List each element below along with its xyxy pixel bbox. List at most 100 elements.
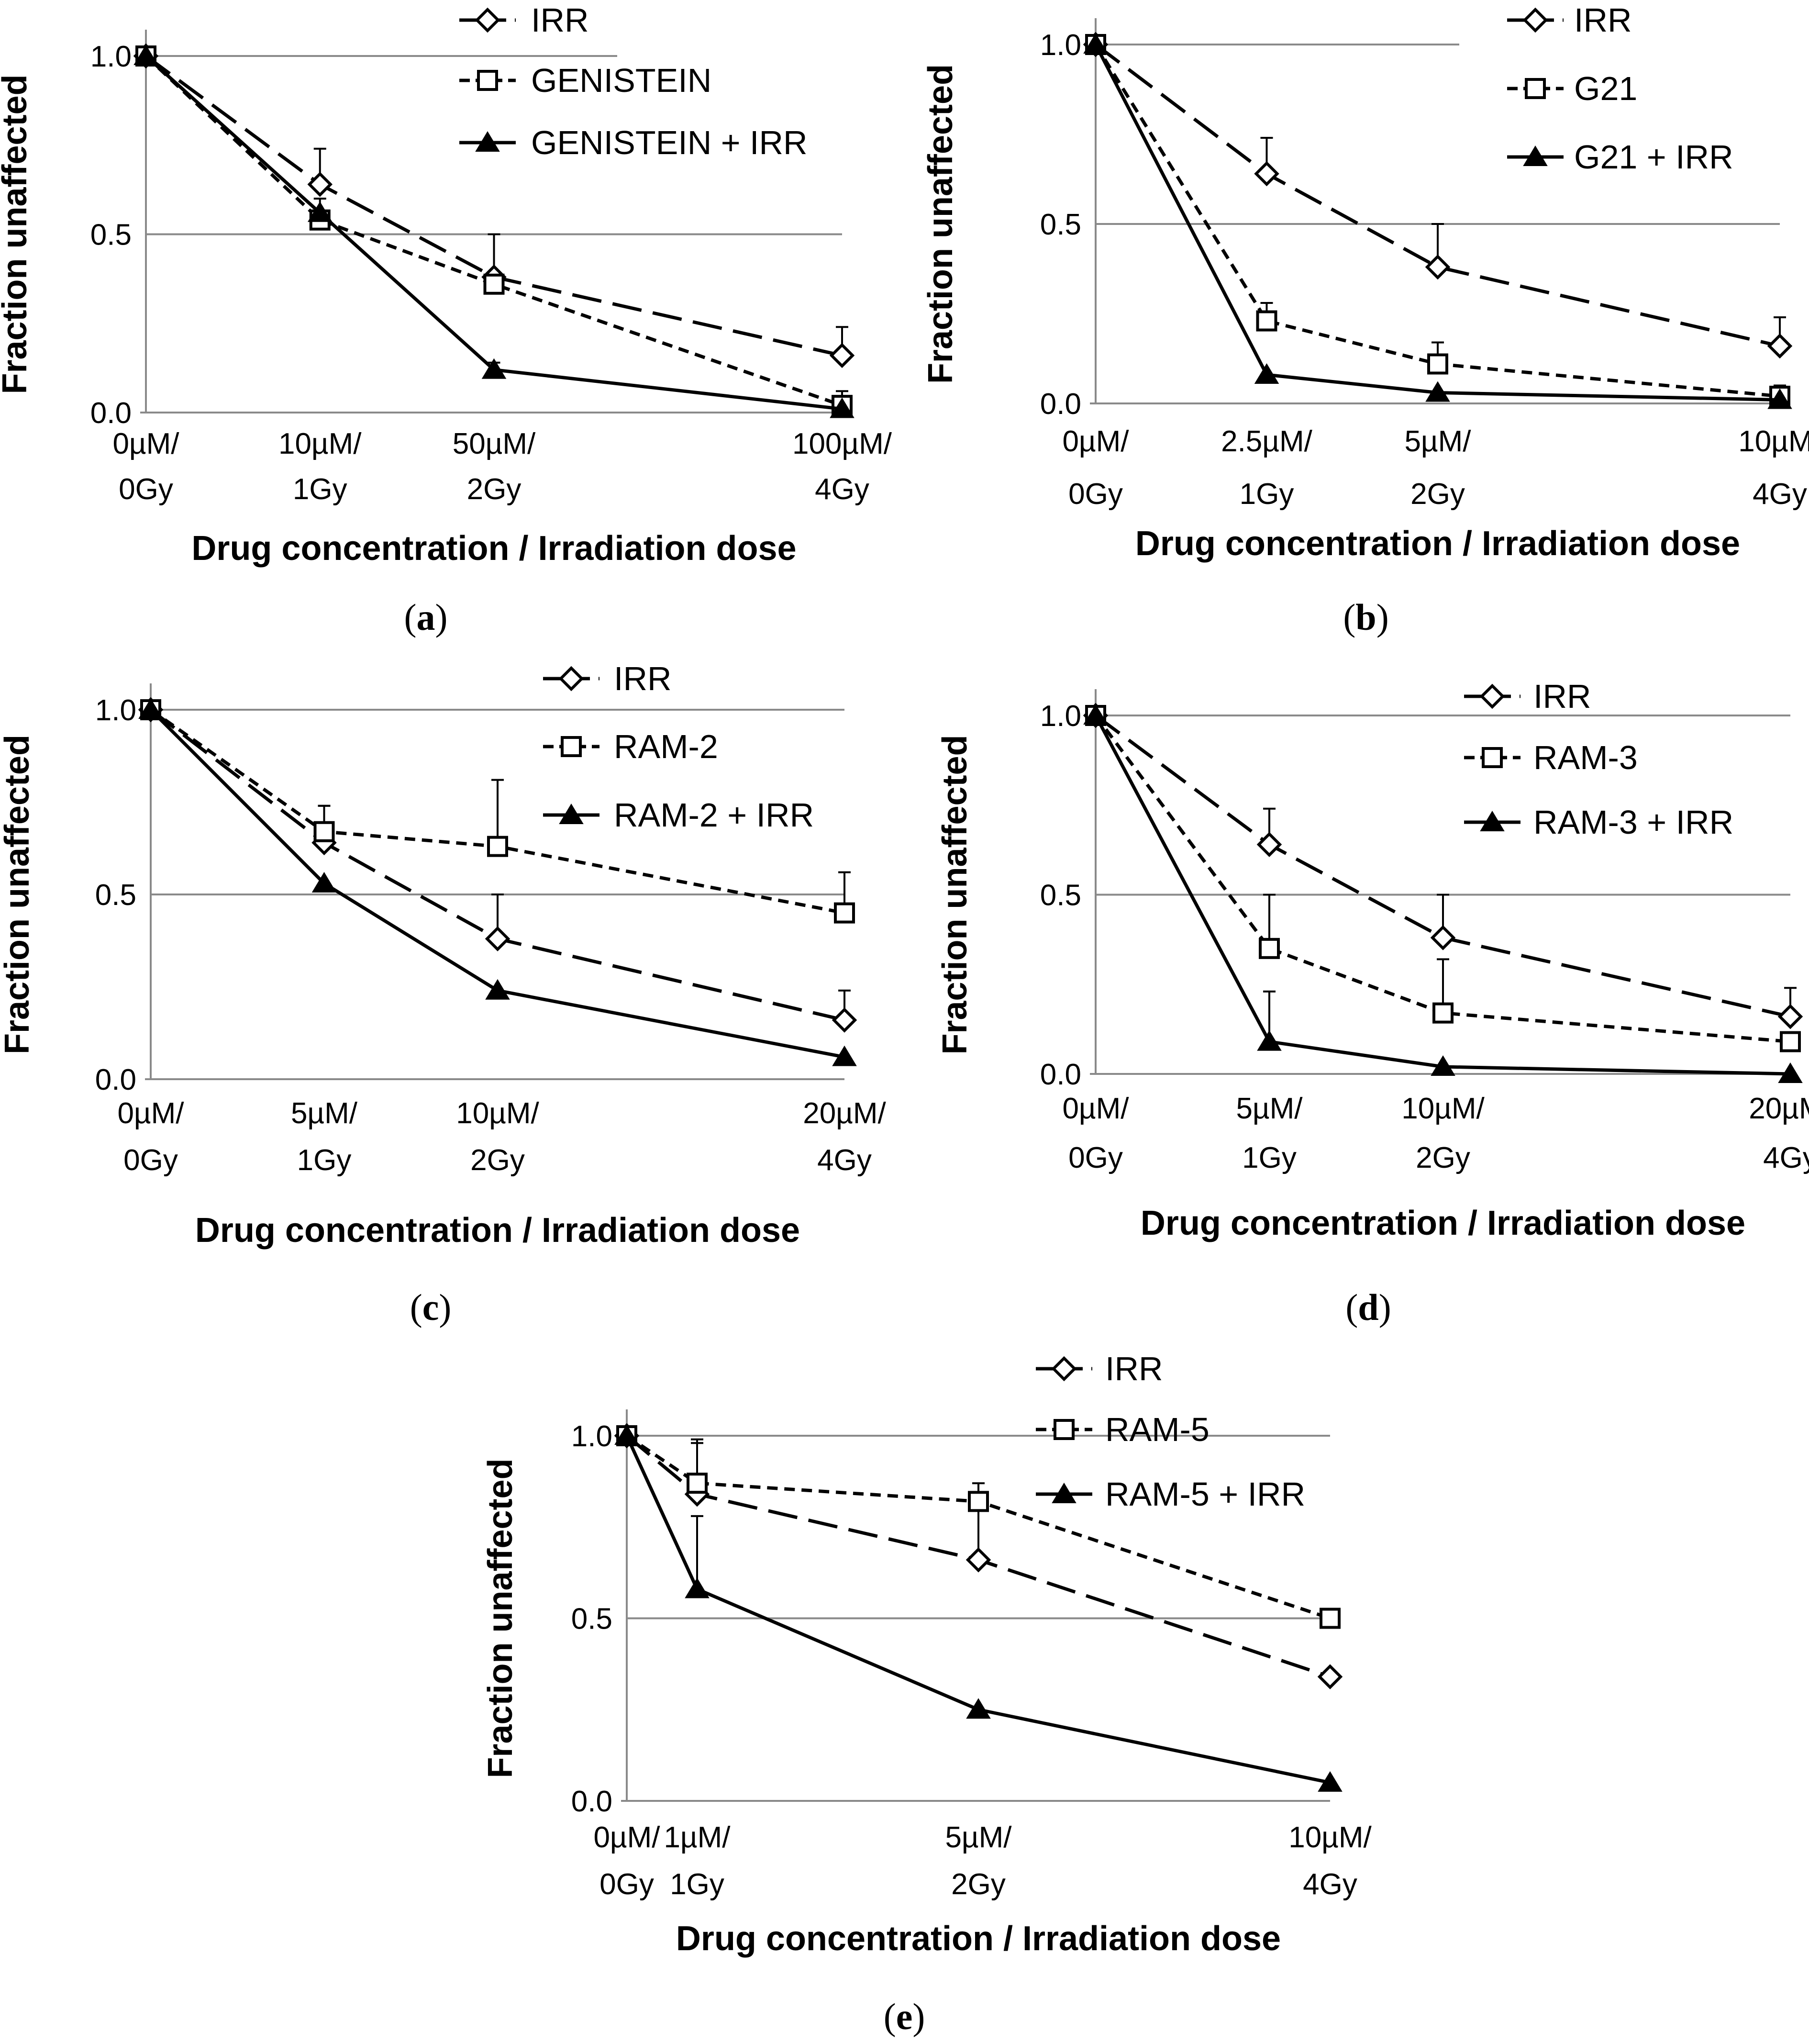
x-tick-label: 10µM/ <box>1738 425 1809 458</box>
x-axis-title: Drug concentration / Irradiation dose <box>195 1211 800 1250</box>
panel-caption: (a) <box>404 596 448 638</box>
series-line <box>1094 714 1791 1044</box>
data-point <box>313 821 335 842</box>
y-tick-label: 0.0 <box>571 1785 612 1818</box>
data-point <box>307 171 333 197</box>
x-tick-label: 0Gy <box>123 1144 178 1177</box>
y-tick-label: 1.0 <box>571 1420 612 1453</box>
x-tick-label: 10µM/ <box>456 1097 539 1130</box>
legend-entry: RAM-3 + IRR <box>1464 804 1733 841</box>
x-tick-label: 1Gy <box>1242 1141 1297 1174</box>
x-tick-label: 20µM/ <box>803 1097 886 1130</box>
x-tick-label: 4Gy <box>1753 478 1807 511</box>
series-line <box>149 708 845 1022</box>
x-tick-label: 100µM/ <box>792 427 892 460</box>
legend-label: RAM-2 + IRR <box>614 796 814 834</box>
series-g21-irr <box>1083 33 1792 409</box>
legend-entry: G21 <box>1507 70 1637 107</box>
panel-caption-letter: e <box>896 1996 913 2037</box>
legend-marker <box>1054 1419 1075 1440</box>
data-point <box>1083 704 1108 725</box>
data-point <box>1427 353 1448 375</box>
series-irr <box>614 1423 1343 1689</box>
data-point <box>829 343 855 369</box>
legend-marker <box>475 7 500 33</box>
series-ram-3 <box>1085 705 1801 1052</box>
panel-caption-letter: c <box>422 1286 439 1328</box>
legend-entry: GENISTEIN <box>459 62 711 99</box>
legend-marker <box>559 804 584 824</box>
x-axis-title: Drug concentration / Irradiation dose <box>1141 1204 1745 1242</box>
x-tick-label: 0Gy <box>599 1868 654 1901</box>
y-tick-label: 1.0 <box>1040 700 1081 733</box>
y-tick-label: 0.0 <box>90 397 132 430</box>
series-ram-3-irr <box>1083 704 1803 1083</box>
x-tick-label: 1Gy <box>1240 478 1294 511</box>
x-tick-label: 0Gy <box>1068 478 1123 511</box>
data-point <box>307 201 333 222</box>
legend-label: IRR <box>614 660 672 697</box>
series-g21 <box>1085 34 1790 407</box>
panel-b: 0.0 0.5 1.0 0µM/0Gy 2.5µM/1Gy 5µM/2Gy 10µM/4Gy… <box>921 1 1809 638</box>
data-point <box>1256 832 1282 857</box>
x-tick-label: 2.5µM/ <box>1221 425 1313 458</box>
series-line <box>144 55 843 407</box>
series-line <box>144 55 843 411</box>
series-line <box>626 1434 1331 1620</box>
panel-caption-letter: a <box>417 596 435 638</box>
series-line <box>1094 714 1791 1018</box>
legend-entry: IRR <box>543 660 672 697</box>
legend-entry: IRR <box>1507 1 1632 39</box>
x-tick-label: 4Gy <box>1763 1141 1809 1174</box>
y-tick-label: 0.5 <box>1040 208 1081 241</box>
data-point <box>1430 925 1456 950</box>
data-point <box>481 358 507 379</box>
legend-entry: RAM-5 + IRR <box>1036 1475 1305 1513</box>
legend-label: G21 <box>1574 70 1637 107</box>
x-tick-label: 2Gy <box>467 473 522 506</box>
x-tick-label: 1Gy <box>297 1144 352 1177</box>
y-tick-label: 0.0 <box>1040 388 1081 421</box>
panel-caption: (e) <box>884 1996 925 2037</box>
legend-label: RAM-5 <box>1105 1411 1210 1448</box>
x-tick-label: 0µM/ <box>117 1097 184 1130</box>
data-point <box>483 273 505 295</box>
x-tick-label: 5µM/ <box>1236 1092 1303 1125</box>
data-point <box>614 1424 639 1445</box>
legend-label: IRR <box>1574 1 1632 39</box>
x-tick-label: 4Gy <box>1303 1868 1357 1901</box>
legend-marker <box>475 131 500 152</box>
x-tick-label: 1Gy <box>293 473 347 506</box>
data-point <box>687 1473 708 1494</box>
y-tick-label: 0.5 <box>1040 879 1081 912</box>
legend-entry: RAM-3 <box>1464 739 1638 776</box>
legend-marker <box>1051 1356 1077 1382</box>
legend-label: IRR <box>1105 1350 1163 1387</box>
series-line <box>1094 44 1780 398</box>
x-tick-label: 2Gy <box>951 1868 1006 1901</box>
data-point <box>1083 33 1108 54</box>
panel-caption: (d) <box>1345 1286 1391 1328</box>
x-tick-label: 2Gy <box>470 1144 525 1177</box>
x-tick-label: 0Gy <box>119 473 173 506</box>
legend-label: RAM-3 + IRR <box>1533 804 1733 841</box>
panel-a: 0.0 0.5 1.0 0µM/0Gy 10µM/1Gy 50µM/2Gy 100µM/4G… <box>0 1 892 638</box>
legend-entry: RAM-5 <box>1036 1411 1210 1448</box>
legend-label: RAM-2 <box>614 728 718 765</box>
data-point <box>832 1045 857 1066</box>
series-ram-2-irr <box>138 698 857 1066</box>
x-tick-label: 4Gy <box>817 1144 872 1177</box>
panel-d: 0.0 0.5 1.0 0µM/0Gy 5µM/1Gy 10µM/2Gy 20µM/4Gy D… <box>936 678 1809 1328</box>
series-line <box>149 708 845 915</box>
legend-label: GENISTEIN <box>531 62 711 99</box>
data-point <box>1254 161 1279 187</box>
data-point <box>1767 333 1793 359</box>
legend-entry: IRR <box>459 1 589 39</box>
y-tick-label: 0.5 <box>95 879 136 912</box>
data-point <box>1318 1771 1343 1792</box>
legend-entry: IRR <box>1464 678 1591 715</box>
data-point <box>1256 310 1277 332</box>
data-point <box>830 397 855 418</box>
x-tick-label: 1Gy <box>670 1868 724 1901</box>
